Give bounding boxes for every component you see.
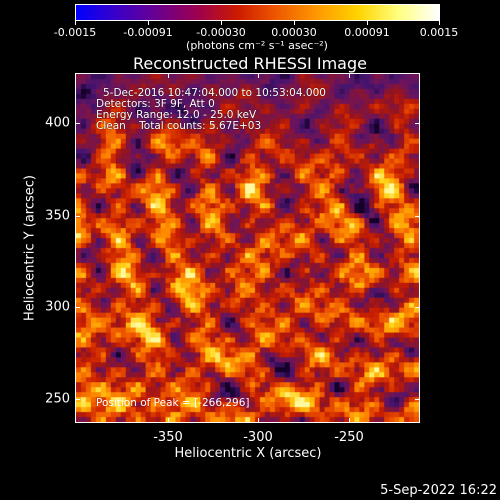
colorbar-tick — [75, 21, 76, 25]
y-tick — [415, 216, 420, 217]
x-tick — [168, 418, 169, 423]
datestamp: 5-Sep-2022 16:22 — [380, 483, 497, 498]
energy-range-label: Energy Range: 12.0 - 25.0 keV — [96, 109, 257, 121]
y-tick-label: 250 — [45, 391, 70, 407]
time-range-label: 5-Dec-2016 10:47:04.000 to 10:53:04.000 — [103, 87, 326, 99]
y-tick — [75, 216, 80, 217]
colorbar-label: 0.00091 — [344, 26, 390, 39]
y-tick-label: 300 — [45, 299, 70, 315]
y-tick — [415, 123, 420, 124]
clean-counts-label: Clean Total counts: 5.67E+03 — [96, 120, 262, 132]
colorbar — [75, 4, 440, 21]
y-tick — [75, 123, 80, 124]
image-plot: 5-Dec-2016 10:47:04.000 to 10:53:04.000 … — [75, 73, 420, 423]
y-tick-label: 400 — [45, 115, 70, 131]
colorbar-tick — [439, 21, 440, 25]
x-tick — [258, 73, 259, 78]
y-tick — [75, 307, 80, 308]
x-axis-title: Heliocentric X (arcsec) — [174, 446, 322, 461]
y-tick — [415, 307, 420, 308]
y-tick — [75, 399, 80, 400]
colorbar-label: -0.0015 — [53, 26, 97, 39]
x-tick-label: -350 — [153, 430, 183, 445]
y-axis-title: Heliocentric Y (arcsec) — [22, 175, 38, 321]
colorbar-label: -0.00030 — [196, 26, 246, 39]
colorbar-tick — [148, 21, 149, 25]
x-tick — [258, 418, 259, 423]
x-tick — [349, 418, 350, 423]
colorbar-label: -0.00091 — [123, 26, 173, 39]
plot-title: Reconstructed RHESSI Image — [133, 54, 367, 73]
x-tick — [349, 73, 350, 78]
x-tick — [168, 73, 169, 78]
y-tick-label: 350 — [45, 208, 70, 224]
x-tick-label: -300 — [243, 430, 273, 445]
colorbar-label: 0.0015 — [419, 26, 459, 39]
colorbar-units: (photons cm⁻² s⁻¹ asec⁻²) — [186, 39, 328, 52]
colorbar-tick — [294, 21, 295, 25]
colorbar-label: 0.00030 — [271, 26, 317, 39]
detectors-label: Detectors: 3F 9F, Att 0 — [96, 98, 215, 110]
peak-position-label: Position of Peak = [-266,296] — [96, 397, 250, 409]
rhessi-image — [76, 74, 419, 422]
x-tick-label: -250 — [334, 430, 364, 445]
colorbar-tick — [221, 21, 222, 25]
y-tick — [415, 399, 420, 400]
colorbar-tick — [367, 21, 368, 25]
